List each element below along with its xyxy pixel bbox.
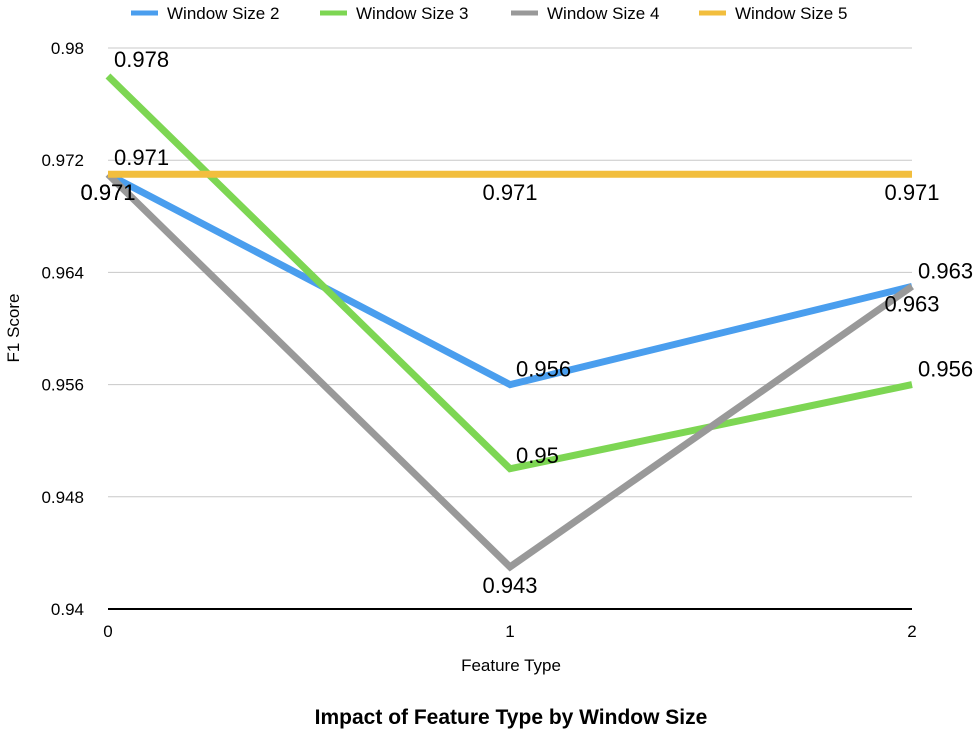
gridlines bbox=[108, 47, 912, 610]
data-label: 0.971 bbox=[80, 180, 135, 205]
series-lines bbox=[105, 73, 915, 572]
y-tick-label: 0.948 bbox=[41, 488, 84, 507]
legend-label: Window Size 3 bbox=[356, 4, 468, 23]
data-label: 0.95 bbox=[516, 443, 559, 468]
y-tick-label: 0.964 bbox=[41, 263, 84, 282]
series-line-window-size-3 bbox=[105, 73, 913, 473]
series-line-window-size-2 bbox=[106, 171, 913, 389]
y-tick-label: 0.98 bbox=[51, 39, 84, 58]
x-tick-label: 1 bbox=[505, 622, 514, 641]
data-label: 0.971 bbox=[80, 180, 135, 205]
legend-label: Window Size 5 bbox=[735, 4, 847, 23]
legend: Window Size 2 Window Size 3 Window Size 4 W… bbox=[131, 4, 847, 23]
data-label: 0.978 bbox=[114, 47, 169, 72]
data-label: 0.971 bbox=[114, 145, 169, 170]
data-label: 0.943 bbox=[482, 573, 537, 598]
data-label: 0.971 bbox=[884, 180, 939, 205]
data-labels: 0.971 0.956 0.963 0.978 0.95 0.956 0.971 0.943 0… bbox=[80, 47, 973, 598]
y-axis-ticks: 0.94 0.948 0.956 0.964 0.972 0.98 bbox=[41, 39, 84, 619]
y-tick-label: 0.94 bbox=[51, 600, 84, 619]
y-tick-label: 0.956 bbox=[41, 376, 84, 395]
x-tick-label: 2 bbox=[907, 622, 916, 641]
legend-label: Window Size 2 bbox=[167, 4, 279, 23]
series-line-window-size-4 bbox=[105, 171, 915, 572]
chart-title: Impact of Feature Type by Window Size bbox=[315, 706, 708, 729]
y-tick-label: 0.972 bbox=[41, 151, 84, 170]
data-label: 0.956 bbox=[516, 357, 571, 382]
x-tick-label: 0 bbox=[103, 622, 112, 641]
y-axis-title: F1 Score bbox=[4, 294, 23, 363]
data-label: 0.971 bbox=[482, 180, 537, 205]
x-axis-title: Feature Type bbox=[461, 656, 561, 675]
data-label: 0.963 bbox=[918, 258, 973, 283]
x-axis-ticks: 0 1 2 bbox=[103, 622, 916, 641]
data-label: 0.956 bbox=[918, 357, 973, 382]
data-label: 0.963 bbox=[884, 291, 939, 316]
legend-label: Window Size 4 bbox=[547, 4, 659, 23]
